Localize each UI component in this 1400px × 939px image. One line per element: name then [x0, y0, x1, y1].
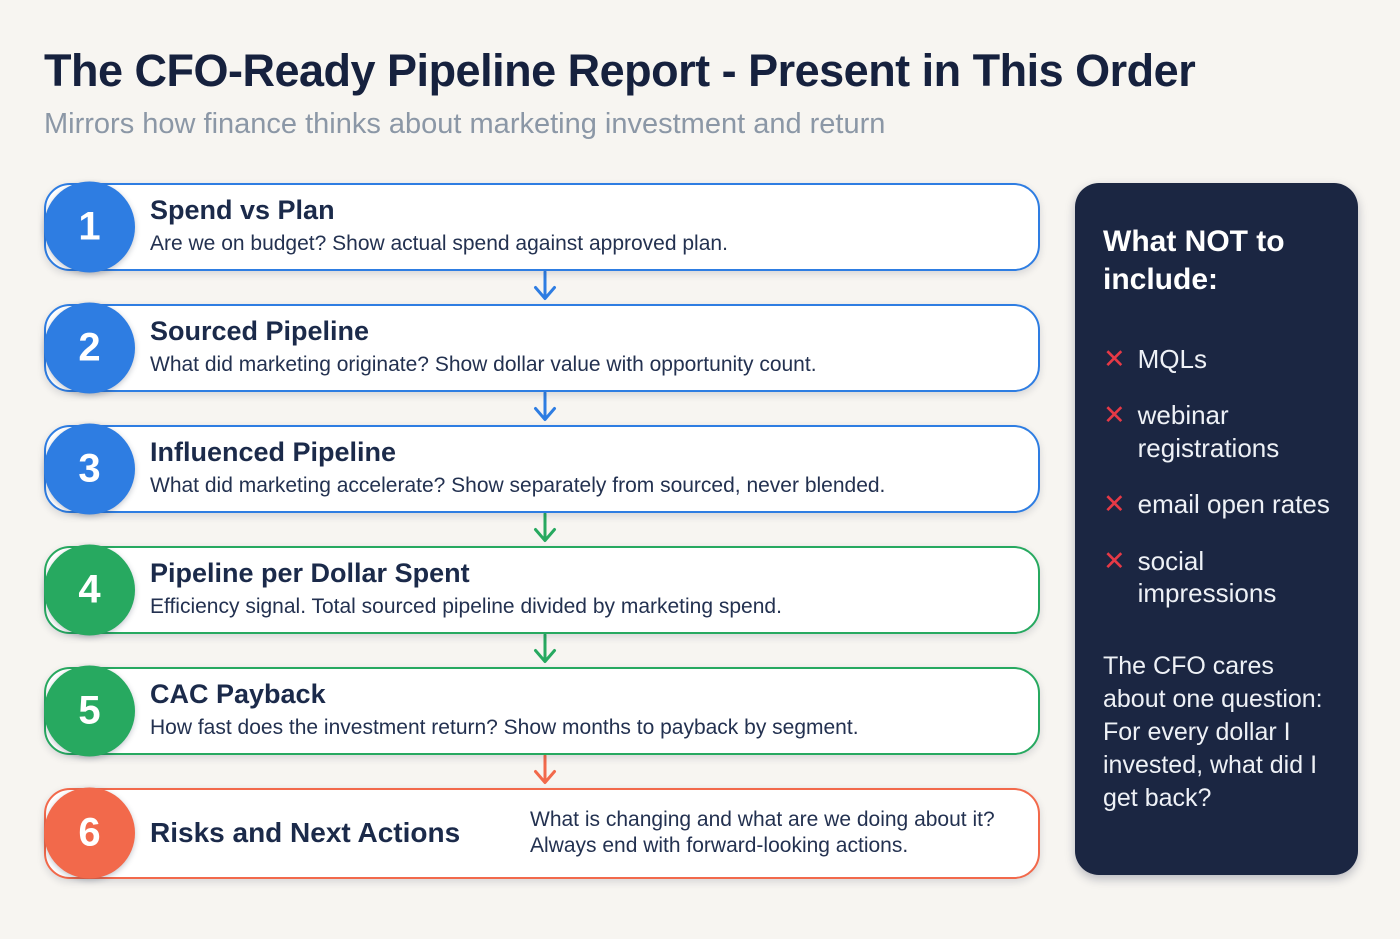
list-item-label: email open rates [1137, 489, 1330, 520]
page-title: The CFO-Ready Pipeline Report - Present … [44, 45, 1196, 96]
list-item-label: webinar registrations [1137, 400, 1280, 463]
step-spend-vs-plan: 1 Spend vs Plan Are we on budget? Show a… [44, 181, 1040, 272]
list-item: ✕ social impressions [1103, 545, 1330, 610]
step-title: Influenced Pipeline [150, 437, 397, 468]
x-icon: ✕ [1103, 343, 1126, 374]
down-arrow-icon [534, 512, 556, 542]
down-arrow-icon [534, 391, 556, 421]
x-icon: ✕ [1103, 489, 1126, 520]
step-description: How fast does the investment return? Sho… [150, 716, 859, 740]
x-icon: ✕ [1103, 545, 1126, 576]
list-item: ✕ MQLs [1103, 343, 1330, 376]
step-number-badge: 5 [44, 665, 135, 756]
page-subtitle: Mirrors how finance thinks about marketi… [44, 107, 886, 140]
step-number-badge: 1 [44, 181, 135, 272]
step-number-badge: 2 [44, 302, 135, 393]
step-description: What did marketing accelerate? Show sepa… [150, 474, 886, 498]
step-title: Spend vs Plan [150, 195, 335, 226]
what-not-to-include-panel: What NOT to include: ✕ MQLs ✕ webinar re… [1075, 182, 1358, 875]
step-description: Efficiency signal. Total sourced pipelin… [150, 595, 782, 619]
list-item-label: MQLs [1137, 343, 1207, 374]
list-item-label: social impressions [1137, 545, 1277, 609]
excluded-metrics-list: ✕ MQLs ✕ webinar registrations ✕ email o… [1103, 343, 1330, 610]
step-number-badge: 3 [44, 423, 135, 514]
step-description: What is changing and what are we doing a… [530, 807, 995, 857]
step-title: Sourced Pipeline [150, 316, 370, 347]
sidebar-heading: What NOT to include: [1103, 224, 1285, 296]
sidebar-footer-note: The CFO cares about one question: For ev… [1103, 651, 1323, 812]
down-arrow-icon [534, 270, 556, 300]
step-title: Risks and Next Actions [150, 816, 461, 848]
page-header: The CFO-Ready Pipeline Report - Present … [44, 46, 1358, 141]
step-description: Are we on budget? Show actual spend agai… [150, 232, 728, 256]
step-description: What did marketing originate? Show dolla… [150, 353, 817, 377]
step-influenced-pipeline: 3 Influenced Pipeline What did marketing… [44, 423, 1040, 514]
step-title: CAC Payback [150, 679, 326, 710]
content-area: 1 Spend vs Plan Are we on budget? Show a… [44, 181, 1358, 879]
down-arrow-icon [534, 633, 556, 663]
step-cac-payback: 5 CAC Payback How fast does the investme… [44, 665, 1040, 756]
step-risks-next-actions: 6 Risks and Next Actions What is changin… [44, 787, 1040, 879]
step-number-badge: 6 [44, 787, 135, 879]
step-title: Pipeline per Dollar Spent [150, 558, 470, 589]
list-item: ✕ webinar registrations [1103, 399, 1330, 464]
list-item: ✕ email open rates [1103, 488, 1330, 521]
x-icon: ✕ [1103, 400, 1126, 431]
down-arrow-icon [534, 754, 556, 784]
steps-flow: 1 Spend vs Plan Are we on budget? Show a… [44, 181, 1040, 879]
step-sourced-pipeline: 2 Sourced Pipeline What did marketing or… [44, 302, 1040, 393]
step-pipeline-per-dollar: 4 Pipeline per Dollar Spent Efficiency s… [44, 544, 1040, 635]
step-number-badge: 4 [44, 544, 135, 635]
